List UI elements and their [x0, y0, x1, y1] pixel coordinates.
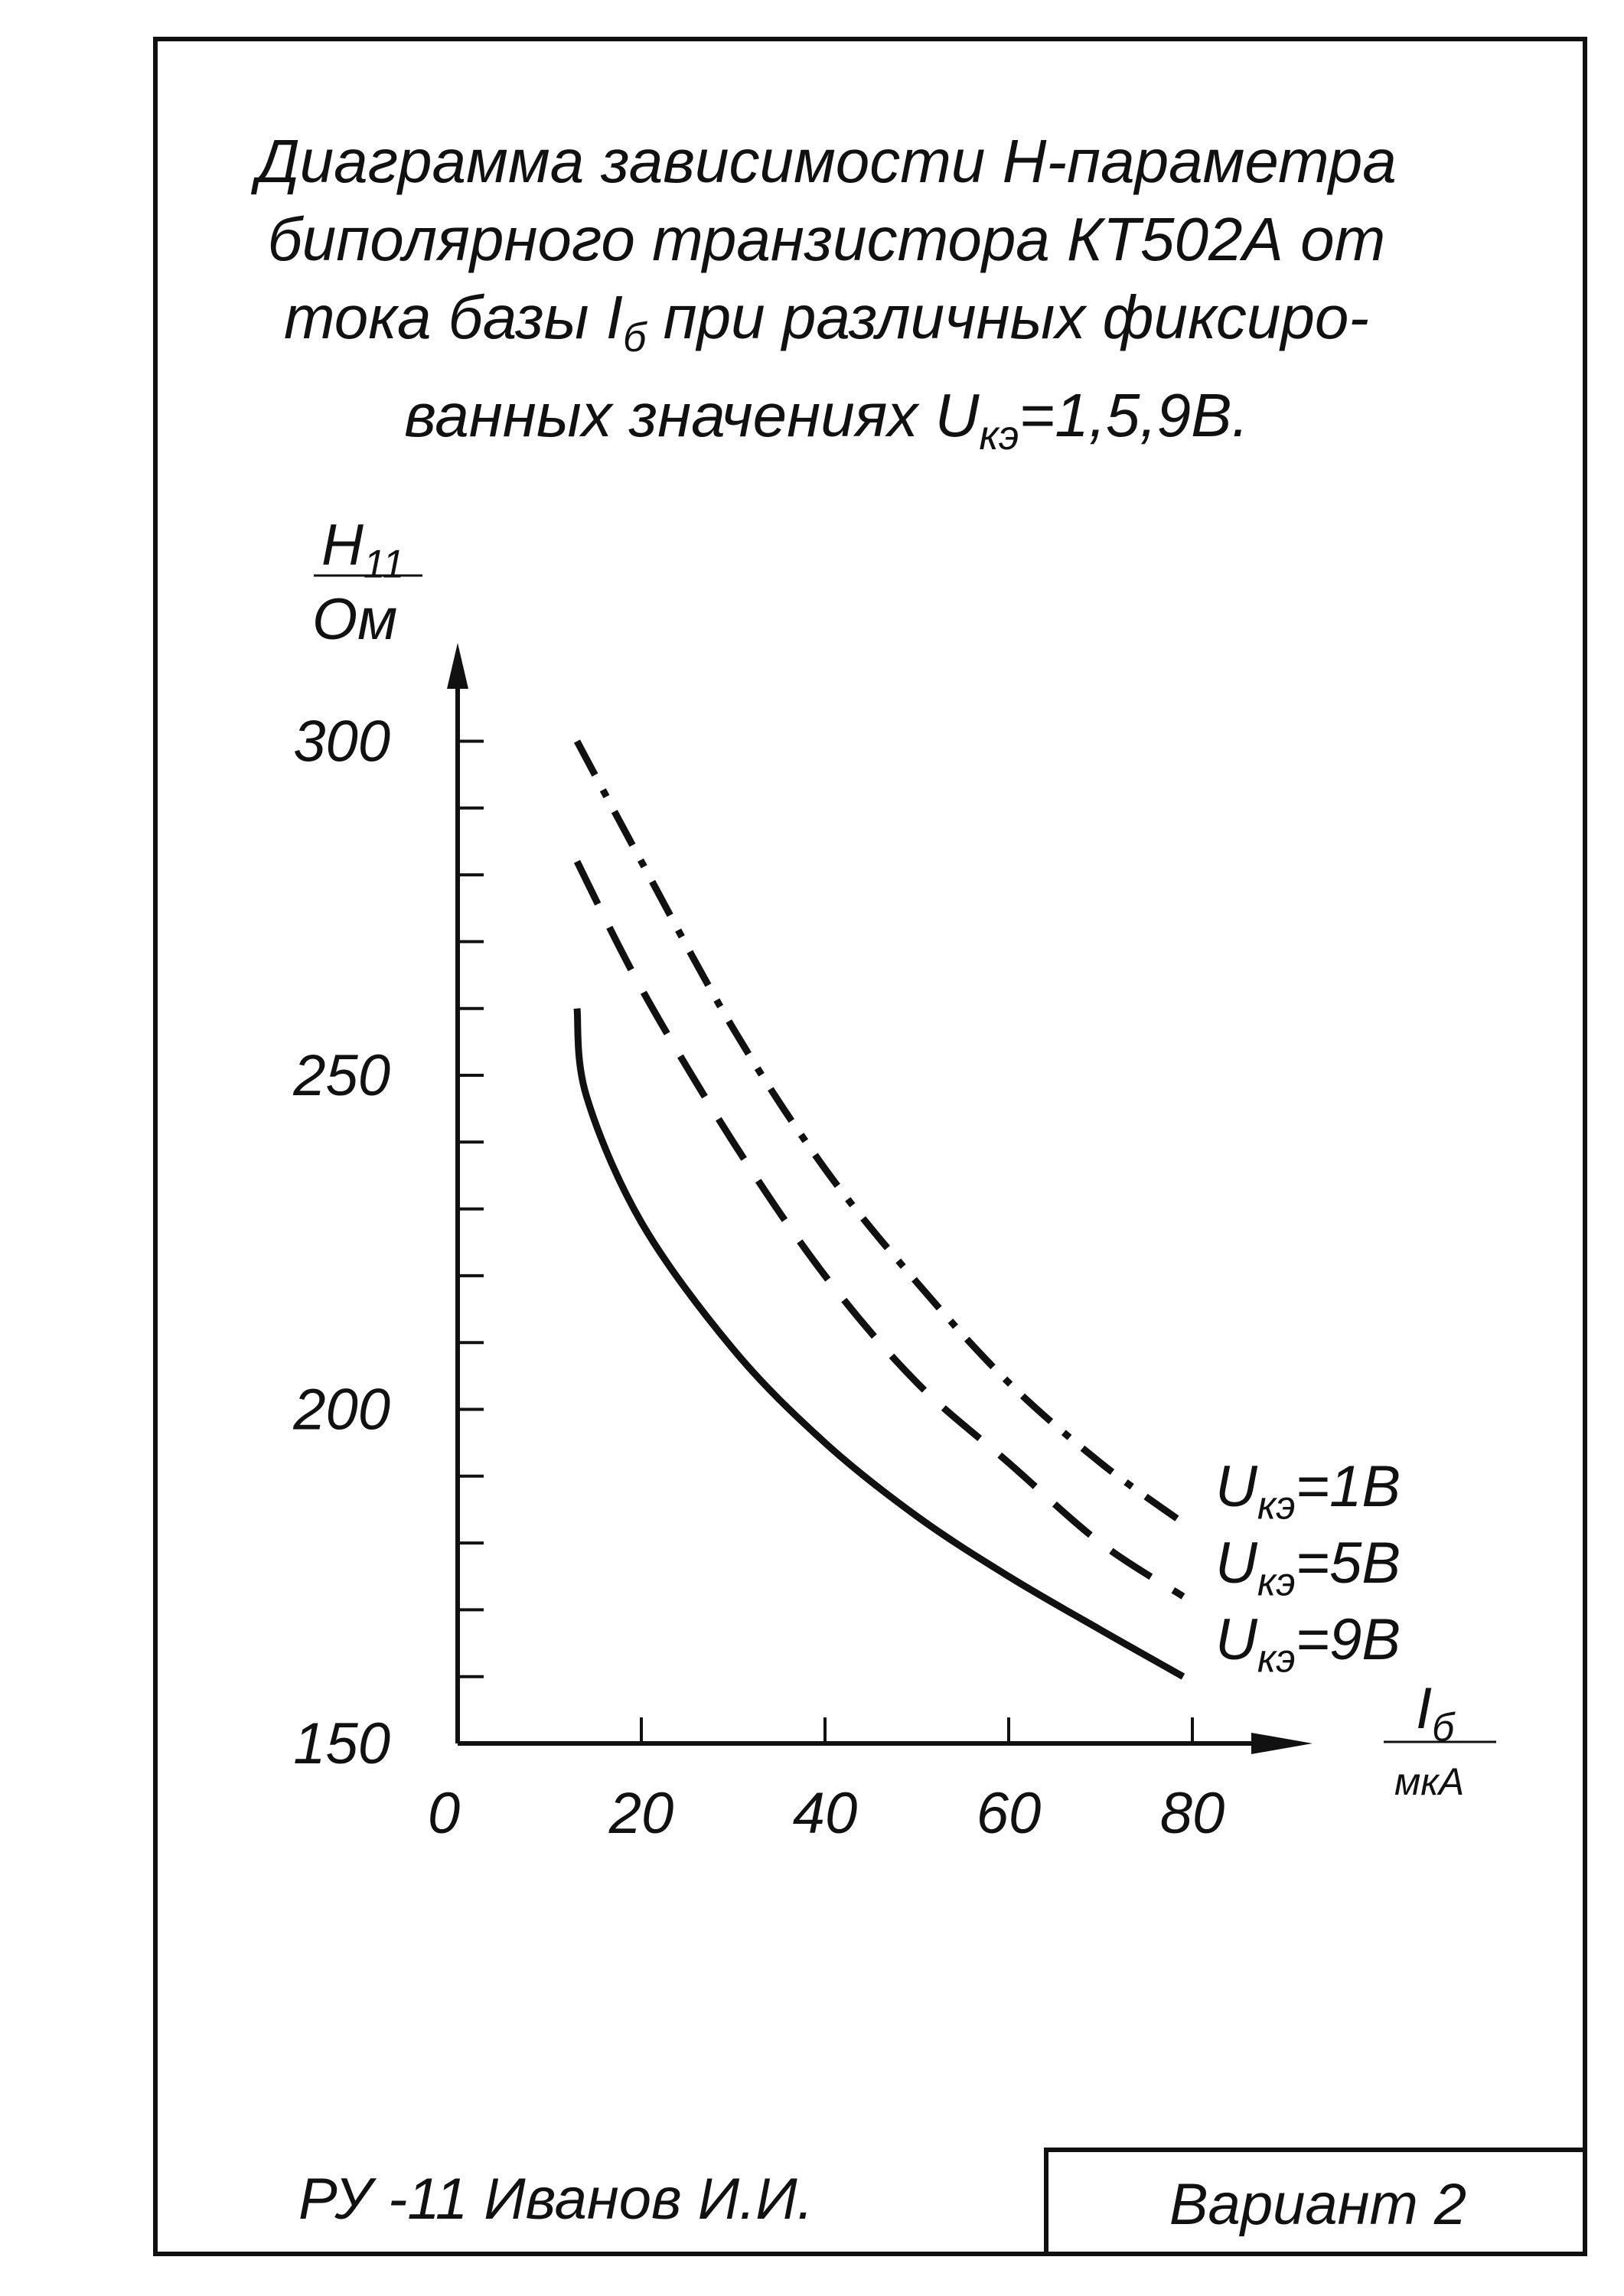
- y-tick-label: 250: [292, 1043, 390, 1108]
- x-axis-label-top: Iб: [1416, 1676, 1456, 1750]
- x-tick-label: 80: [1160, 1781, 1225, 1846]
- variant-box: Вариант 2: [1044, 2148, 1587, 2256]
- series-line-1: [574, 739, 1185, 1526]
- title-line-4: ванных значениях Uкэ=1,5,9В.: [404, 381, 1249, 458]
- title-line-2: биполярного транзистора КТ502А от: [267, 205, 1386, 273]
- x-axis-arrow: [1251, 1733, 1313, 1754]
- drawing-frame: [153, 37, 1587, 2256]
- variant-label: Вариант 2: [1169, 2171, 1467, 2237]
- series-line-2: [573, 859, 1185, 1600]
- x-tick-label: 0: [428, 1781, 460, 1846]
- title-line-3: тока базы Iб при различных фиксиро-: [284, 283, 1369, 360]
- y-tick-label: 150: [293, 1711, 390, 1776]
- y-axis-arrow: [447, 643, 468, 689]
- series-label-3: Uкэ=9В: [1215, 1607, 1401, 1681]
- series-label-1: Uкэ=1В: [1215, 1454, 1401, 1528]
- y-tick-label: 200: [292, 1378, 390, 1443]
- chart-title: Диаграмма зависимости H-параметра биполя…: [230, 122, 1423, 475]
- x-axis-label-bottom: мкА: [1394, 1760, 1464, 1803]
- x-tick-label: 40: [793, 1781, 858, 1846]
- author-label: РУ -11 Иванов И.И.: [298, 2167, 814, 2232]
- y-axis-label-top: H11: [321, 513, 405, 586]
- y-tick-label: 300: [293, 709, 390, 775]
- y-axis-label-bottom: Ом: [312, 587, 397, 652]
- x-tick-label: 20: [608, 1781, 674, 1846]
- x-tick-label: 60: [977, 1781, 1042, 1846]
- title-line-1: Диаграмма зависимости H-параметра: [256, 127, 1397, 195]
- series-line-3: [573, 1008, 1185, 1680]
- series-label-2: Uкэ=5В: [1215, 1531, 1401, 1604]
